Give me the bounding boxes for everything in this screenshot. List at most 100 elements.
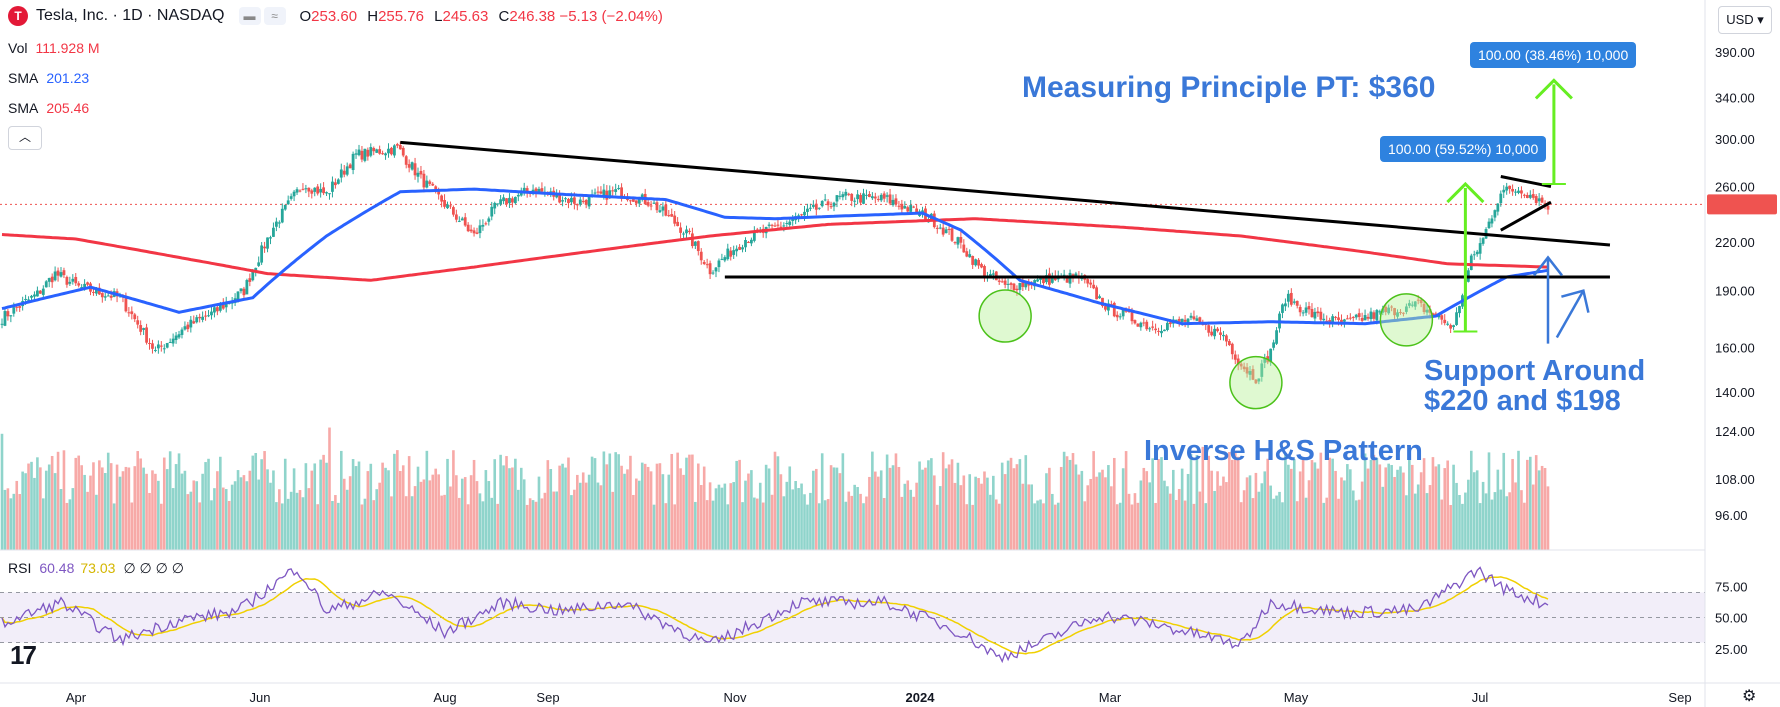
volume-bar [581,472,585,550]
volume-bar [755,498,759,550]
volume-bar [1475,470,1479,550]
volume-bar [1030,484,1033,550]
sma200-legend[interactable]: SMA 205.46 [8,100,90,116]
volume-bar [1130,504,1134,550]
volume-bar [410,496,414,550]
candle-body [714,267,718,272]
candle-body [814,203,818,210]
volume-legend[interactable]: Vol 111.928 M [8,40,100,56]
volume-bar [980,483,983,550]
volume-bar [1416,484,1420,550]
volume-bar [1269,485,1272,550]
volume-bar [1039,499,1042,550]
volume-bar [239,477,243,550]
candle-body [1230,343,1234,355]
volume-bar [1092,451,1095,550]
volume-bar [1251,498,1255,550]
volume-bar [148,492,151,550]
volume-bar [12,493,16,550]
candle-body [1148,328,1152,330]
volume-bar [1142,467,1146,550]
candle-body [342,170,346,175]
candle-body [679,227,682,233]
candle-body [1027,283,1031,286]
candle-body [847,193,851,195]
candle-body [201,316,205,320]
compare-icon[interactable]: ≈ [263,7,286,25]
candle-body [313,187,317,192]
volume-bar [80,465,83,550]
volume-bar [372,500,376,550]
volume-bar [944,468,948,550]
volume-bar [121,471,125,550]
volume-bar [139,458,142,550]
volume-bar [862,503,865,550]
volume-bar [443,494,446,550]
volume-bar [584,482,588,550]
volume-bar [286,498,290,550]
candle-body [997,280,1001,282]
volume-bar [1281,502,1284,550]
rsi-legend[interactable]: RSI 60.48 73.03 ∅ ∅ ∅ ∅ [8,560,184,576]
volume-bar [1546,486,1550,550]
sma200-line [1,217,1549,282]
sma50-legend[interactable]: SMA 201.23 [8,70,90,86]
pattern-circle [1229,355,1283,410]
volume-bar [1080,470,1084,550]
volume-bar [779,474,783,550]
gear-icon[interactable]: ⚙ [1742,688,1757,705]
candle-body [266,237,269,249]
candle-body [956,237,960,245]
candle-body [617,187,621,189]
volume-bar [77,455,81,550]
volume-bar [1051,493,1054,550]
volume-bar [971,504,974,550]
volume-bar [1481,481,1485,550]
candle-body [817,207,821,209]
candle-body [381,153,384,155]
volume-bar [1263,471,1267,550]
measure-arrowhead [1446,181,1485,204]
volume-bar [233,481,237,550]
chart-type-toggle[interactable]: ▬ ≈ [238,7,286,25]
candle-body [1340,319,1343,323]
minus-icon[interactable]: ▬ [238,7,261,25]
volume-bar [537,476,541,550]
volume-bar [549,469,553,550]
candle-body [1036,279,1039,282]
volume-bar [221,487,225,550]
volume-bar [753,497,756,550]
volume-bar [888,467,892,550]
measure-label-upper[interactable]: 100.00 (38.46%) 10,000 [1470,42,1637,68]
currency-select[interactable]: USD ▾ [1718,6,1772,34]
candle-body [74,276,78,284]
candle-body [1537,198,1541,202]
low-value: 245.63 [442,7,489,25]
symbol-title[interactable]: Tesla, Inc. · 1D · NASDAQ [36,7,225,24]
volume-bar [224,489,228,550]
collapse-legend-button[interactable]: ︿ [8,126,42,150]
support-arrowhead [1533,255,1563,277]
volume-bar [1340,477,1343,550]
volume-bar [351,459,355,550]
candle-body [372,147,376,152]
volume-bar [543,492,547,550]
candle-body [688,230,691,233]
candle-body [460,218,464,221]
candle-body [685,229,688,234]
candle-body [1328,320,1332,323]
candle-body [50,276,54,283]
candle-body [183,326,187,330]
candle-body [974,259,978,266]
volume-bar [1222,476,1225,550]
volume-bar [747,473,750,550]
volume-bar [1366,468,1370,550]
volume-bar [679,468,682,550]
candle-body [661,206,665,211]
candle-body [508,197,511,204]
volume-bar [1467,479,1470,550]
measure-label-lower[interactable]: 100.00 (59.52%) 10,000 [1380,136,1547,162]
candle-body [204,315,207,317]
volume-bar [676,452,679,550]
